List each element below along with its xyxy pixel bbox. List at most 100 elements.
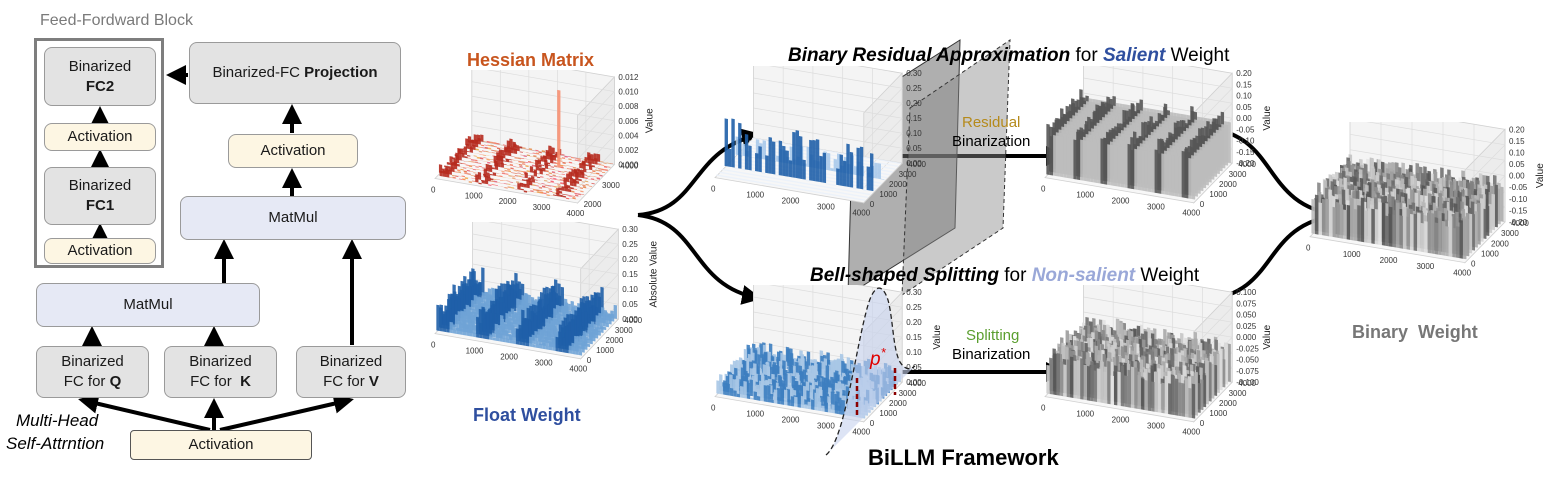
z-tick-label: 0.25 [622,240,638,249]
nonsalient-title-b: for [998,265,1032,286]
z-tick-label: 0.000 [618,161,639,170]
y-tick-label: 0 [1200,200,1205,209]
z-tick-label: 0.075 [1236,299,1257,308]
activation-input-box: Activation [130,430,312,460]
z-tick-label: -0.075 [1236,367,1259,376]
x-tick-label: 2000 [500,353,518,362]
z-tick-label: -0.10 [1509,195,1528,204]
z-tick-label: -0.050 [1236,356,1259,365]
matmul-top-box: MatMul [180,196,406,240]
fc-v-prefix: FC for [323,373,369,390]
plot-ticks: 01000200030004000400030002000100000.300.… [711,288,943,436]
projection-label-a: Binarized-FC [212,64,305,81]
y-tick-label: 3000 [1229,170,1247,179]
p-star-text: p [869,349,881,370]
z-tick-label: -0.05 [1236,125,1255,134]
plot-ticks: 01000200030004000400030002000100000.1000… [1041,288,1273,436]
plot-surface [436,267,617,356]
x-tick-label: 2000 [1380,256,1398,265]
x-tick-label: 4000 [852,209,870,218]
x-tick-label: 1000 [465,191,483,200]
fc-k-label-bottom: FC for K [190,372,251,392]
x-tick-label: 0 [1306,244,1311,253]
y-tick-label: 4000 [908,160,926,169]
y-tick-label: 1000 [879,409,897,418]
binarized-fc1-box: Binarized FC1 [44,167,156,225]
y-tick-label: 3000 [1501,229,1519,238]
z-axis-label: Absolute Value [648,240,659,307]
z-tick-label: 0.00 [906,378,922,387]
x-tick-label: 0 [711,404,716,413]
plot-surface [1046,316,1231,419]
x-tick-label: 3000 [1147,203,1165,212]
y-tick-label: 1000 [1481,249,1499,258]
x-tick-label: 4000 [569,365,587,374]
fc-q-prefix: FC for [63,373,110,390]
activation-top-box: Activation [44,123,156,151]
x-tick-label: 1000 [746,410,764,419]
x-tick-label: 3000 [533,203,551,212]
y-tick-label: 3000 [899,389,917,398]
z-tick-label: 0.30 [906,69,922,78]
y-tick-label: 0 [870,200,875,209]
fc-q-box: Binarized FC for Q [36,346,149,398]
mha-label-line1: Multi-Head [16,411,99,430]
z-tick-label: 0.00 [906,159,922,168]
x-tick-label: 4000 [1453,268,1471,277]
y-tick-label: 4000 [624,316,642,325]
mha-label-line2: Self-Attrntion [6,434,105,453]
z-tick-label: 0.10 [906,129,922,138]
activation-mid-box: Activation [228,134,358,168]
z-tick-label: 0.025 [1236,322,1257,331]
z-tick-label: -0.15 [1509,206,1528,215]
y-tick-label: 3000 [1229,389,1247,398]
arrow-split-bottom [637,213,762,305]
x-tick-label: 1000 [1343,250,1361,259]
fc-v-label-bottom: FC for V [323,372,379,392]
y-tick-label: 4000 [1238,379,1256,388]
arrow-act-to-fc-v [219,393,354,432]
z-tick-label: 0.006 [618,117,639,126]
y-tick-label: 0 [587,356,592,365]
x-tick-label: 2000 [1112,197,1130,206]
z-tick-label: 0.00 [1236,114,1252,123]
z-tick-label: -0.025 [1236,344,1259,353]
nonsalient-title-d: Weight [1135,265,1200,286]
y-tick-label: 1000 [1209,190,1227,199]
y-tick-label: 0 [870,419,875,428]
fc2-label-top: Binarized [68,57,132,75]
fc-v-letter: V [368,373,379,390]
salient-title: Binary Residual Approximation for Salien… [788,45,1229,67]
z-tick-label: 0.10 [622,285,638,294]
salient-weight-plot: 01000200030004000400030002000100000.300.… [711,66,927,218]
x-tick-label: 3000 [1416,262,1434,271]
x-tick-label: 1000 [1076,191,1094,200]
nonsalient-title-a: Bell-shaped Splitting [810,265,999,286]
x-tick-label: 3000 [1147,422,1165,431]
z-tick-label: 0.10 [906,348,922,357]
z-tick-label: 0.012 [618,73,639,82]
x-tick-label: 0 [1041,404,1046,413]
z-tick-label: 0.002 [618,146,639,155]
splitting-label: Splitting [966,327,1020,344]
z-tick-label: -0.05 [1509,183,1528,192]
y-tick-label: 2000 [889,180,907,189]
z-tick-label: 0.000 [1236,333,1257,342]
y-tick-label: 2000 [1219,399,1237,408]
plot-ticks: 01000200030004000400030002000100000.300.… [431,225,659,373]
plot-ticks: 01000200030004000400030002000100000.300.… [711,69,927,217]
y-tick-label: 3000 [602,181,620,190]
y-tick-label: 1000 [879,190,897,199]
z-tick-label: 0.010 [618,88,639,97]
z-tick-label: 0.05 [906,144,922,153]
x-tick-label: 1000 [1076,410,1094,419]
x-tick-label: 0 [711,185,716,194]
x-tick-label: 2000 [782,416,800,425]
salient-separation-plane-2 [901,39,1011,296]
y-tick-label: 4000 [1238,160,1256,169]
fc-q-label-top: Binarized [61,353,124,370]
y-tick-label: 3000 [615,326,633,335]
z-tick-label: 0.100 [1236,288,1257,297]
z-tick-label: 0.050 [1236,311,1257,320]
